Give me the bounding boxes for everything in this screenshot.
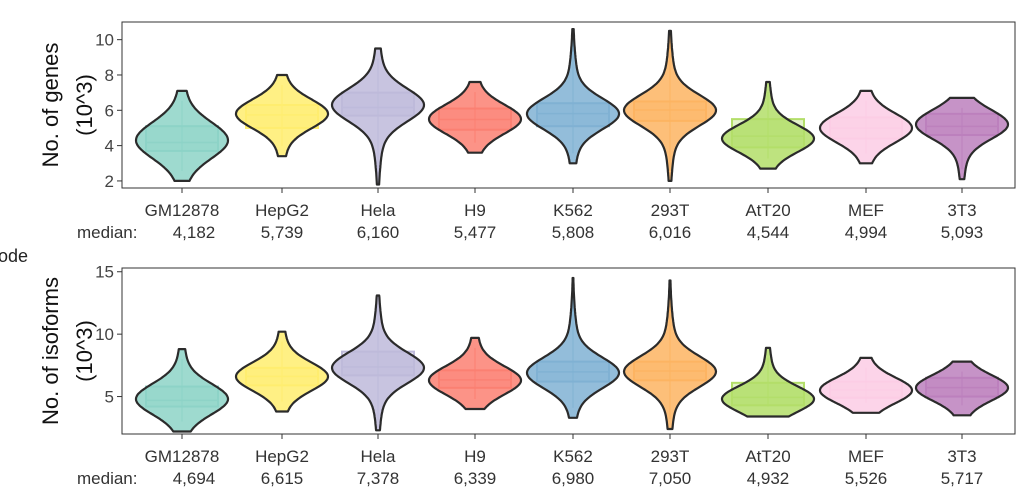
y-axis-unit: (10^3)	[72, 74, 97, 136]
violin-outline	[818, 356, 914, 414]
y-axis-label: No. of isoforms	[38, 277, 63, 425]
median-value-label: 6,339	[454, 469, 497, 488]
median-label: median:	[77, 223, 137, 242]
category-label: HepG2	[255, 201, 309, 220]
violin-outline	[427, 80, 523, 154]
category-label: MEF	[848, 201, 884, 220]
category-label: 293T	[651, 201, 690, 220]
violin-group-293t: 293T 6,016	[622, 29, 718, 242]
violin-group-att20: AtT20 4,932	[720, 346, 816, 488]
median-value-label: 5,808	[552, 223, 595, 242]
violin-outline	[234, 330, 330, 413]
violin-outline	[818, 89, 914, 165]
category-label: H9	[464, 447, 486, 466]
violin-outline	[525, 28, 621, 165]
genes-panel: 2 4 6 8 10 No. of genes (10^3) median: GM12878 4,…	[38, 21, 1016, 242]
median-value-label: 6,615	[261, 469, 304, 488]
median-value-label: 4,544	[747, 223, 790, 242]
violin-outline	[134, 89, 230, 182]
category-label: H9	[464, 201, 486, 220]
category-label: GM12878	[145, 447, 220, 466]
violin-group-293t: 293T 7,050	[622, 279, 718, 488]
median-value-label: 7,378	[357, 469, 400, 488]
category-label: 293T	[651, 447, 690, 466]
median-value-label: 5,717	[941, 469, 984, 488]
category-label: MEF	[848, 447, 884, 466]
median-value-label: 6,016	[649, 223, 692, 242]
median-value-label: 4,182	[173, 223, 216, 242]
median-value-label: 5,526	[845, 469, 888, 488]
violin-group-gm12878: GM12878 4,694	[134, 348, 230, 488]
violin-outline	[720, 80, 816, 170]
category-label: Hela	[361, 447, 397, 466]
category-label: Hela	[361, 201, 397, 220]
violin-group-h9: H9 6,339	[427, 336, 523, 488]
violin-outline	[234, 73, 330, 158]
violin-group-hela: Hela 6,160	[330, 47, 426, 242]
violin-outline	[330, 294, 426, 432]
y-tick-label: 10	[95, 325, 114, 344]
violin-group-3t3: 3T3 5,717	[914, 360, 1010, 488]
violin-group-hepg2: HepG2 6,615	[234, 330, 330, 488]
y-tick-label: 15	[95, 263, 114, 282]
violin-outline	[525, 276, 621, 419]
stray-text: ode	[0, 246, 28, 266]
median-value-label: 4,932	[747, 469, 790, 488]
category-label: AtT20	[745, 201, 790, 220]
category-label: K562	[553, 447, 593, 466]
category-label: AtT20	[745, 447, 790, 466]
violin-outline	[622, 29, 718, 182]
category-label: 3T3	[947, 201, 976, 220]
category-label: 3T3	[947, 447, 976, 466]
violin-outline	[914, 360, 1010, 417]
y-tick-label: 2	[105, 172, 114, 191]
violin-group-hepg2: HepG2 5,739	[234, 73, 330, 242]
median-value-label: 5,093	[941, 223, 984, 242]
y-tick-label: 10	[95, 31, 114, 50]
y-tick-label: 8	[105, 66, 114, 85]
category-label: HepG2	[255, 447, 309, 466]
median-label: median:	[77, 469, 137, 488]
violin-group-k562: K562 6,980	[525, 276, 621, 488]
category-label: GM12878	[145, 201, 220, 220]
plot-frame	[121, 267, 1016, 435]
median-value-label: 5,477	[454, 223, 497, 242]
plot-frame	[121, 21, 1016, 189]
violin-group-att20: AtT20 4,544	[720, 80, 816, 242]
y-tick-label: 5	[105, 388, 114, 407]
violin-group-3t3: 3T3 5,093	[914, 96, 1010, 242]
median-value-label: 6,160	[357, 223, 400, 242]
category-label: K562	[553, 201, 593, 220]
violin-group-k562: K562 5,808	[525, 28, 621, 242]
violin-group-mef: MEF 5,526	[818, 356, 914, 488]
violin-outline	[720, 346, 816, 418]
violin-outline	[330, 47, 426, 186]
y-tick-label: 4	[105, 137, 114, 156]
violin-group-hela: Hela 7,378	[330, 294, 426, 488]
median-value-label: 4,994	[845, 223, 888, 242]
violin-outline	[914, 96, 1010, 181]
violin-outline	[622, 279, 718, 431]
violin-outline	[427, 336, 523, 411]
median-value-label: 7,050	[649, 469, 692, 488]
violin-group-h9: H9 5,477	[427, 80, 523, 242]
median-value-label: 6,980	[552, 469, 595, 488]
median-value-label: 5,739	[261, 223, 304, 242]
median-value-label: 4,694	[173, 469, 216, 488]
violin-group-gm12878: GM12878 4,182	[134, 89, 230, 242]
y-axis-unit: (10^3)	[72, 320, 97, 382]
y-tick-label: 6	[105, 101, 114, 120]
y-axis-label: No. of genes	[38, 43, 63, 168]
violin-outline	[134, 348, 230, 433]
violin-group-mef: MEF 4,994	[818, 89, 914, 242]
